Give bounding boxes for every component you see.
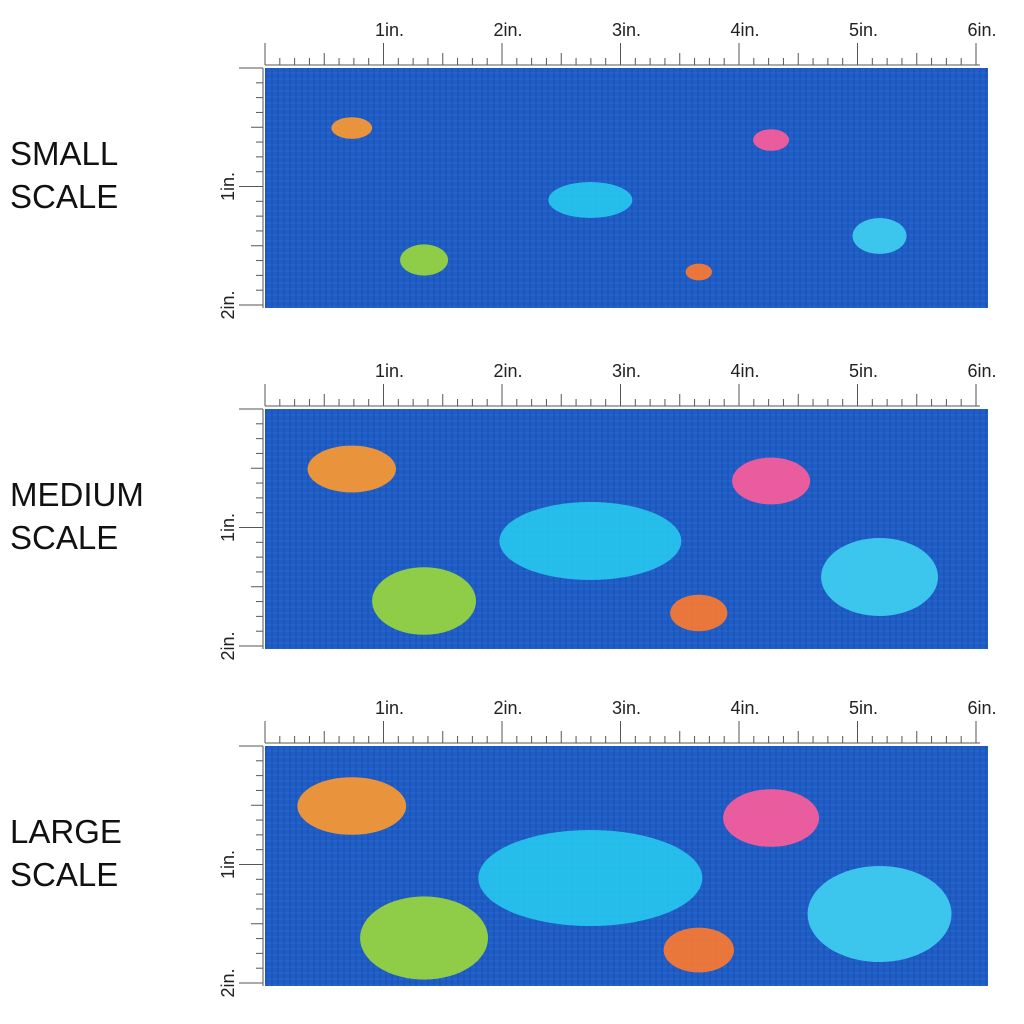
ruler-label: 2in.	[218, 631, 238, 660]
sea-creature	[499, 502, 682, 580]
ruler-label: 6in.	[967, 20, 996, 40]
ruler-label: 5in.	[849, 698, 878, 718]
ruler-label: 1in.	[375, 698, 404, 718]
ruler-label: 5in.	[849, 361, 878, 381]
sea-creature	[400, 244, 449, 276]
sea-creature	[360, 896, 489, 980]
sea-creature	[732, 457, 811, 505]
scale-label: LARGE	[10, 813, 122, 850]
ruler-label: 1in.	[375, 20, 404, 40]
sea-creature	[821, 538, 939, 616]
ruler-label: 6in.	[967, 361, 996, 381]
sea-creature	[753, 129, 790, 151]
ruler-label: 1in.	[375, 361, 404, 381]
ruler-label: 2in.	[493, 361, 522, 381]
ruler-label: 1in.	[218, 172, 238, 201]
ruler-label: 3in.	[612, 20, 641, 40]
sea-creature	[670, 594, 728, 632]
ruler-label: 5in.	[849, 20, 878, 40]
ruler-label: 4in.	[730, 20, 759, 40]
sea-creature	[372, 567, 477, 635]
ruler-label: 3in.	[612, 698, 641, 718]
sea-creature	[723, 789, 820, 847]
ruler-label: 1in.	[218, 513, 238, 542]
scale-label: SMALL	[10, 135, 118, 172]
sea-creature	[852, 218, 907, 254]
sea-creature	[807, 866, 952, 962]
ruler-label: 1in.	[218, 850, 238, 879]
scale-panel: LARGE SCALE 1in. 2in. 3in. 4in. 5in. 6in. 1in. 2i…	[10, 698, 997, 998]
ruler-label: 4in.	[730, 698, 759, 718]
scale-label: SCALE	[10, 519, 118, 556]
ruler-label: 2in.	[493, 698, 522, 718]
sea-creature	[685, 263, 712, 281]
sea-creature	[307, 445, 396, 493]
scale-label: SCALE	[10, 856, 118, 893]
scale-panel: MEDIUM SCALE 1in. 2in. 3in. 4in. 5in. 6in. 1in. 2…	[10, 361, 997, 661]
ruler-label: 2in.	[493, 20, 522, 40]
sea-creature	[331, 117, 373, 139]
fabric-swatch	[265, 68, 988, 308]
scale-label: MEDIUM	[10, 476, 144, 513]
ruler-label: 2in.	[218, 968, 238, 997]
scale-panel: SMALL SCALE 1in. 2in. 3in. 4in. 5in. 6in. 1in. 2i…	[10, 20, 997, 320]
sea-creature	[663, 927, 734, 973]
ruler-label: 3in.	[612, 361, 641, 381]
sea-creature	[297, 777, 407, 835]
ruler-label: 2in.	[218, 290, 238, 319]
sea-creature	[548, 182, 633, 218]
ruler-label: 4in.	[730, 361, 759, 381]
scale-label: SCALE	[10, 178, 118, 215]
ruler-label: 6in.	[967, 698, 996, 718]
sea-creature	[478, 830, 703, 926]
